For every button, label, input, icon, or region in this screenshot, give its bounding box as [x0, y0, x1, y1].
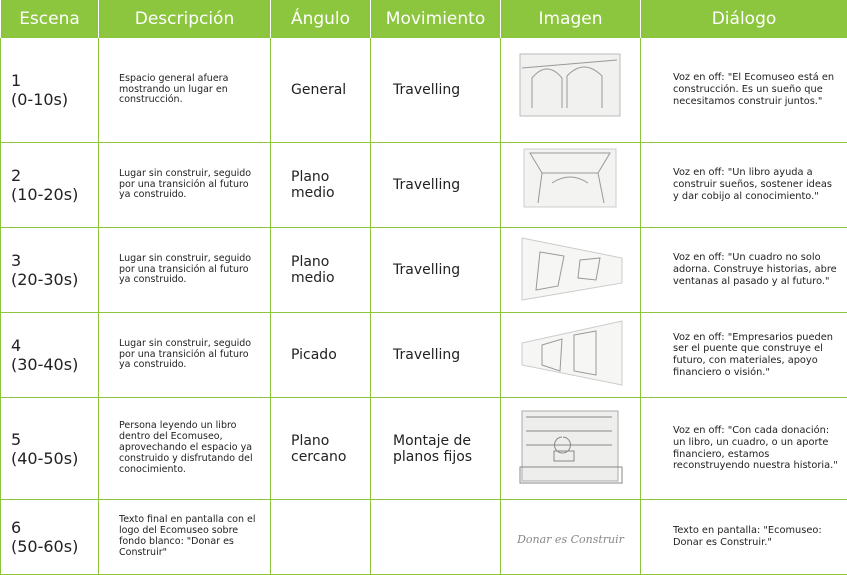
movement-cell: Montaje de planos fijos: [371, 398, 501, 500]
table-row: 3(20-30s)Lugar sin construir, seguido po…: [1, 228, 847, 313]
description-cell: Lugar sin construir, seguido por una tra…: [99, 313, 271, 398]
scene-cell: 6(50-60s): [1, 500, 99, 575]
image-cell: [501, 398, 641, 500]
movement-cell: Travelling: [371, 38, 501, 143]
angle-cell: General: [271, 38, 371, 143]
angle-cell: Picado: [271, 313, 371, 398]
dialogue-cell: Voz en off: "Un libro ayuda a construir …: [641, 143, 847, 228]
table-body: 1(0-10s)Espacio general afuera mostrando…: [1, 38, 847, 575]
dialogue-cell: Voz en off: "El Ecomuseo está en constru…: [641, 38, 847, 143]
image-cell: [501, 143, 641, 228]
sketch: [512, 143, 630, 223]
image-cell: [501, 38, 641, 143]
table-row: 6(50-60s)Texto final en pantalla con el …: [1, 500, 847, 575]
scene-time: (50-60s): [11, 537, 92, 556]
scene-number: 1: [11, 71, 92, 90]
sketch-text: Donar es Construir: [517, 533, 624, 546]
sketch: [512, 228, 630, 308]
sketch: [512, 48, 630, 128]
scene-time: (10-20s): [11, 185, 92, 204]
angle-cell: Plano medio: [271, 143, 371, 228]
dialogue-cell: Texto en pantalla: "Ecomuseo: Donar es C…: [641, 500, 847, 575]
scene-number: 5: [11, 430, 92, 449]
movement-cell: Travelling: [371, 228, 501, 313]
scene-number: 4: [11, 336, 92, 355]
sketch: [512, 313, 630, 393]
scene-number: 3: [11, 251, 92, 270]
column-header: Movimiento: [371, 0, 501, 38]
column-header: Escena: [1, 0, 99, 38]
description-cell: Lugar sin construir, seguido por una tra…: [99, 228, 271, 313]
table-row: 5(40-50s)Persona leyendo un libro dentro…: [1, 398, 847, 500]
angle-cell: [271, 500, 371, 575]
column-header: Diálogo: [641, 0, 847, 38]
dialogue-cell: Voz en off: "Empresarios pueden ser el p…: [641, 313, 847, 398]
scene-time: (0-10s): [11, 90, 92, 109]
scene-cell: 1(0-10s): [1, 38, 99, 143]
description-cell: Persona leyendo un libro dentro del Ecom…: [99, 398, 271, 500]
description-cell: Texto final en pantalla con el logo del …: [99, 500, 271, 575]
angle-cell: Plano medio: [271, 228, 371, 313]
column-header: Descripción: [99, 0, 271, 38]
column-header: Imagen: [501, 0, 641, 38]
dialogue-cell: Voz en off: "Con cada donación: un libro…: [641, 398, 847, 500]
scene-cell: 4(30-40s): [1, 313, 99, 398]
scene-time: (20-30s): [11, 270, 92, 289]
table-row: 2(10-20s)Lugar sin construir, seguido po…: [1, 143, 847, 228]
scene-number: 6: [11, 518, 92, 537]
description-cell: Espacio general afuera mostrando un luga…: [99, 38, 271, 143]
scene-cell: 2(10-20s): [1, 143, 99, 228]
scene-number: 2: [11, 166, 92, 185]
movement-cell: [371, 500, 501, 575]
scene-cell: 3(20-30s): [1, 228, 99, 313]
image-cell: [501, 313, 641, 398]
table-row: 4(30-40s)Lugar sin construir, seguido po…: [1, 313, 847, 398]
scene-time: (40-50s): [11, 449, 92, 468]
movement-cell: Travelling: [371, 143, 501, 228]
sketch: [512, 407, 630, 487]
movement-cell: Travelling: [371, 313, 501, 398]
image-cell: Donar es Construir: [501, 500, 641, 575]
table-row: 1(0-10s)Espacio general afuera mostrando…: [1, 38, 847, 143]
description-cell: Lugar sin construir, seguido por una tra…: [99, 143, 271, 228]
image-cell: [501, 228, 641, 313]
column-header: Ángulo: [271, 0, 371, 38]
scene-cell: 5(40-50s): [1, 398, 99, 500]
scene-time: (30-40s): [11, 355, 92, 374]
dialogue-cell: Voz en off: "Un cuadro no solo adorna. C…: [641, 228, 847, 313]
angle-cell: Plano cercano: [271, 398, 371, 500]
